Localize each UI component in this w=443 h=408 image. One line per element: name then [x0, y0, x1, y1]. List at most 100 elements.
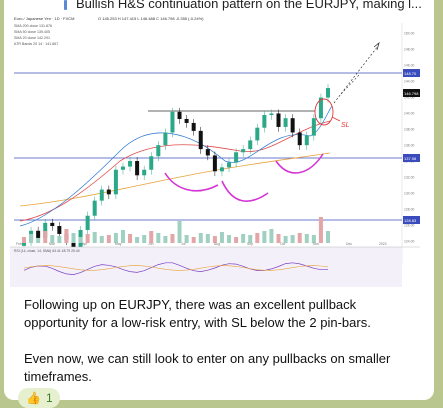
- volume-bar: [262, 231, 267, 243]
- chart-title: Euro / Japanese Yen · 1D · FXCM: [14, 16, 74, 21]
- candle-body: [184, 118, 189, 123]
- price-tag-top-label: 148.70: [404, 71, 417, 76]
- candle-body: [297, 132, 302, 146]
- x-tick-label: Jul: [181, 242, 186, 246]
- candle-body: [212, 155, 217, 172]
- candle-body: [205, 149, 210, 156]
- candle-body: [219, 167, 224, 172]
- volume-bar: [99, 236, 104, 243]
- volume-bar: [120, 230, 125, 243]
- sma20-line: [19, 105, 333, 227]
- sma200-line: [19, 152, 331, 207]
- reaction-count: 1: [46, 391, 53, 405]
- thumbs-up-icon: 👍: [26, 391, 41, 405]
- left-shoulder-arc: [164, 172, 219, 192]
- study-2: SMA 50 close 139.405: [14, 30, 50, 34]
- reply-preview[interactable]: Bullish H&S continuation pattern on the …: [12, 0, 432, 14]
- y-axis-ticks: 150.00 148.00 146.00 144.00 142.00 140.00 138.…: [404, 32, 414, 244]
- sl-arrow: [331, 116, 341, 122]
- reply-text: Bullish H&S continuation pattern on the …: [76, 0, 422, 11]
- candle-body: [198, 130, 203, 150]
- candle-body: [92, 200, 97, 216]
- candle-body: [36, 230, 41, 238]
- price-tag-current: [403, 89, 420, 97]
- volume-bars: [22, 217, 330, 243]
- projection-line: [333, 45, 379, 104]
- x-axis-ticks: Feb Mar Apr May Jun Jul Aug Sep Oct Nov Dec 2023: [16, 242, 387, 246]
- volume-bar: [297, 233, 302, 243]
- candle-body: [43, 222, 48, 238]
- volume-bar: [269, 229, 274, 243]
- candle-body: [106, 189, 111, 195]
- volume-bar: [248, 235, 253, 243]
- right-shoulder-arc: [275, 153, 324, 174]
- candle-body: [156, 145, 161, 157]
- candle-body: [85, 215, 90, 230]
- candle-body: [149, 156, 154, 170]
- chart-image[interactable]: Euro / Japanese Yen · 1D · FXCM O 145.25…: [10, 11, 420, 290]
- sl-annotation: SL: [341, 122, 350, 129]
- x-tick-label: 2023: [379, 242, 387, 246]
- candle-body: [170, 111, 175, 133]
- volume-bar: [135, 237, 140, 243]
- candle-body: [227, 162, 232, 168]
- y-tick-label: 144.00: [404, 80, 414, 84]
- x-tick-label: Mar: [49, 242, 56, 246]
- candle-body: [128, 161, 133, 167]
- study-1: SMA 200 close 131.876: [14, 24, 52, 28]
- candle-body: [311, 118, 316, 136]
- price-tag-low-label: 128.83: [404, 218, 417, 223]
- volume-bar: [106, 235, 111, 243]
- candle-body: [50, 222, 55, 227]
- candle-body: [269, 113, 274, 116]
- caption-paragraph-1: Following up on EURJPY, there was an exc…: [24, 297, 371, 330]
- x-tick-label: Jun: [148, 242, 154, 246]
- x-tick-label: Nov: [313, 242, 319, 246]
- candle-body: [318, 97, 323, 119]
- volume-bar: [311, 235, 316, 243]
- candle-body: [99, 189, 104, 201]
- x-tick-label: Aug: [214, 242, 220, 246]
- volume-bar: [205, 234, 210, 243]
- volume-bar: [219, 232, 224, 243]
- volume-bar: [191, 237, 196, 243]
- candle-body: [241, 149, 246, 153]
- volume-bar: [156, 233, 161, 243]
- candle-body: [304, 135, 309, 146]
- reaction-thumbs-up[interactable]: 👍 1: [18, 388, 60, 408]
- volume-bar: [318, 217, 323, 243]
- candle-body: [326, 88, 330, 98]
- volume-bar: [71, 233, 76, 243]
- message-caption: Following up on EURJPY, there was an exc…: [24, 296, 424, 404]
- y-tick-label: 124.00: [404, 240, 414, 244]
- volume-bar: [85, 234, 90, 243]
- y-tick-label: 128.00: [404, 208, 414, 212]
- candle-body: [262, 115, 267, 128]
- price-tag-mid-label: 137.98: [404, 156, 417, 161]
- y-tick-label: 146.00: [404, 64, 414, 68]
- volume-bar: [113, 233, 118, 243]
- pullback-circle: [314, 98, 334, 126]
- candle-body: [234, 152, 239, 163]
- volume-bar: [283, 236, 288, 243]
- candle-body: [135, 161, 140, 176]
- price-tag-low: [403, 216, 420, 224]
- volume-bar: [212, 236, 217, 243]
- volume-bar: [149, 231, 154, 243]
- rsi-label: RSI (14, close, 14, SMA) 63.41 48.79 25.…: [14, 249, 80, 253]
- projection-arrowhead: [373, 41, 380, 51]
- rsi-ma-line: [23, 265, 329, 271]
- candle-body: [142, 169, 147, 176]
- candle-body: [163, 132, 168, 146]
- y-tick-label: 132.00: [404, 176, 414, 180]
- y-tick-label: 136.00: [404, 144, 414, 148]
- y-tick-label: 150.00: [404, 32, 414, 36]
- x-tick-label: May: [115, 242, 122, 246]
- candle-body: [71, 240, 76, 248]
- candle-body: [120, 166, 125, 170]
- volume-bar: [227, 235, 232, 243]
- volume-bar: [304, 234, 309, 243]
- volume-bar: [255, 233, 260, 243]
- caption-paragraph-2: Even now, we can still look to enter on …: [24, 351, 391, 384]
- candle-body: [276, 113, 281, 127]
